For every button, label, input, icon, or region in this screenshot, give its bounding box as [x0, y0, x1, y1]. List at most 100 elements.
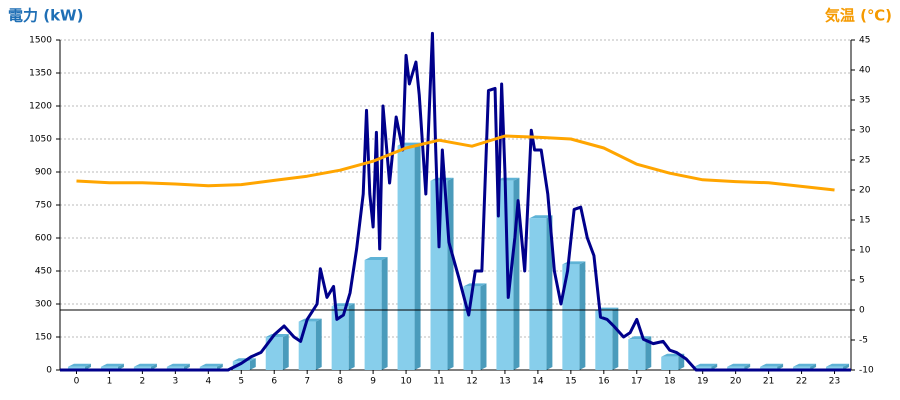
bar-top — [100, 363, 124, 367]
bar-top — [826, 363, 850, 367]
bar — [562, 264, 580, 370]
y2-tick-label: 5 — [859, 276, 865, 286]
bar-top — [364, 257, 388, 260]
bar-side — [249, 358, 256, 370]
y-tick-label: 1200 — [29, 102, 52, 112]
y-tick-label: 750 — [35, 201, 52, 211]
x-tick-label: 18 — [664, 377, 676, 387]
bar — [595, 310, 613, 370]
x-tick-label: 8 — [337, 377, 343, 387]
y-tick-label: 0 — [46, 366, 52, 376]
y2-tick-label: 15 — [859, 216, 870, 226]
x-tick-label: 10 — [400, 377, 412, 387]
x-tick-label: 13 — [499, 377, 510, 387]
x-tick-label: 20 — [730, 377, 742, 387]
bar-top — [331, 303, 355, 307]
bar — [529, 218, 547, 370]
bar — [694, 366, 712, 370]
x-tick-label: 21 — [763, 377, 774, 387]
bar — [793, 366, 811, 370]
bar-side — [645, 336, 652, 370]
x-tick-label: 2 — [140, 377, 146, 387]
bar-top — [199, 363, 223, 367]
bar-side — [579, 261, 586, 370]
bar-side — [711, 363, 718, 370]
bar-side — [612, 307, 619, 370]
bar — [661, 356, 679, 370]
bar-side — [315, 318, 322, 370]
x-tick-label: 3 — [172, 377, 178, 387]
bar-top — [529, 215, 553, 219]
power-line — [60, 31, 851, 372]
bar — [298, 321, 316, 370]
bar-top — [298, 318, 322, 322]
x-tick-label: 23 — [829, 377, 840, 387]
y2-tick-label: 10 — [859, 246, 871, 256]
x-tick-label: 19 — [697, 377, 709, 387]
bar-side — [150, 363, 157, 370]
x-tick-label: 1 — [107, 377, 113, 387]
bar — [430, 180, 448, 370]
bar-top — [463, 283, 487, 287]
y-tick-label: 300 — [35, 300, 52, 310]
bar-side — [546, 215, 553, 370]
y2-tick-label: -10 — [859, 366, 874, 376]
bar-top — [628, 336, 652, 340]
bar — [331, 306, 349, 370]
y2-tick-label: 40 — [859, 66, 871, 76]
x-tick-label: 16 — [598, 377, 610, 387]
bar-top — [694, 363, 718, 367]
bar-top — [496, 177, 520, 181]
y2-axis-title: 気温 (℃) — [825, 7, 892, 25]
y-tick-label: 900 — [35, 168, 52, 178]
y-tick-label: 1500 — [29, 36, 52, 46]
bar-top — [727, 363, 751, 367]
bar-top — [760, 363, 784, 367]
x-tick-label: 0 — [74, 377, 80, 387]
y2-tick-label: 45 — [859, 36, 870, 46]
bar-side — [84, 363, 91, 370]
bar — [496, 180, 514, 370]
bar-side — [117, 363, 124, 370]
bar-side — [447, 177, 454, 370]
temperature-line — [76, 134, 835, 192]
y-tick-label: 600 — [35, 234, 52, 244]
x-tick-label: 4 — [205, 377, 211, 387]
y2-tick-label: 25 — [859, 156, 870, 166]
bar-side — [843, 363, 850, 370]
bar-side — [216, 363, 223, 370]
bar — [100, 366, 118, 370]
x-tick-label: 17 — [631, 377, 642, 387]
bar — [364, 260, 382, 370]
bar-side — [414, 142, 421, 370]
bar-side — [282, 334, 289, 370]
bar — [826, 366, 844, 370]
y-axis-title: 電力 (kW) — [8, 7, 83, 25]
bar — [628, 339, 646, 370]
bar-side — [744, 363, 751, 370]
x-tick-label: 14 — [532, 377, 544, 387]
bar — [199, 366, 217, 370]
x-tick-label: 22 — [796, 377, 807, 387]
bar — [265, 337, 283, 370]
y-tick-label: 450 — [35, 267, 52, 277]
bar-side — [777, 363, 784, 370]
bar-side — [348, 303, 355, 370]
y2-tick-label: 0 — [859, 306, 865, 316]
bar — [397, 145, 415, 370]
bar — [166, 366, 184, 370]
bar-side — [381, 257, 388, 370]
y-tick-label: 1350 — [29, 69, 52, 79]
y2-tick-label: -5 — [859, 336, 868, 346]
x-tick-label: 15 — [565, 377, 576, 387]
x-tick-label: 5 — [238, 377, 244, 387]
bar-top — [793, 363, 817, 367]
bar-top — [67, 363, 91, 367]
y2-tick-label: 35 — [859, 96, 870, 106]
bar-top — [166, 363, 190, 367]
x-tick-label: 11 — [433, 377, 444, 387]
x-tick-label: 12 — [466, 377, 477, 387]
y-tick-label: 150 — [35, 333, 52, 343]
bar — [133, 366, 151, 370]
bar-side — [810, 363, 817, 370]
